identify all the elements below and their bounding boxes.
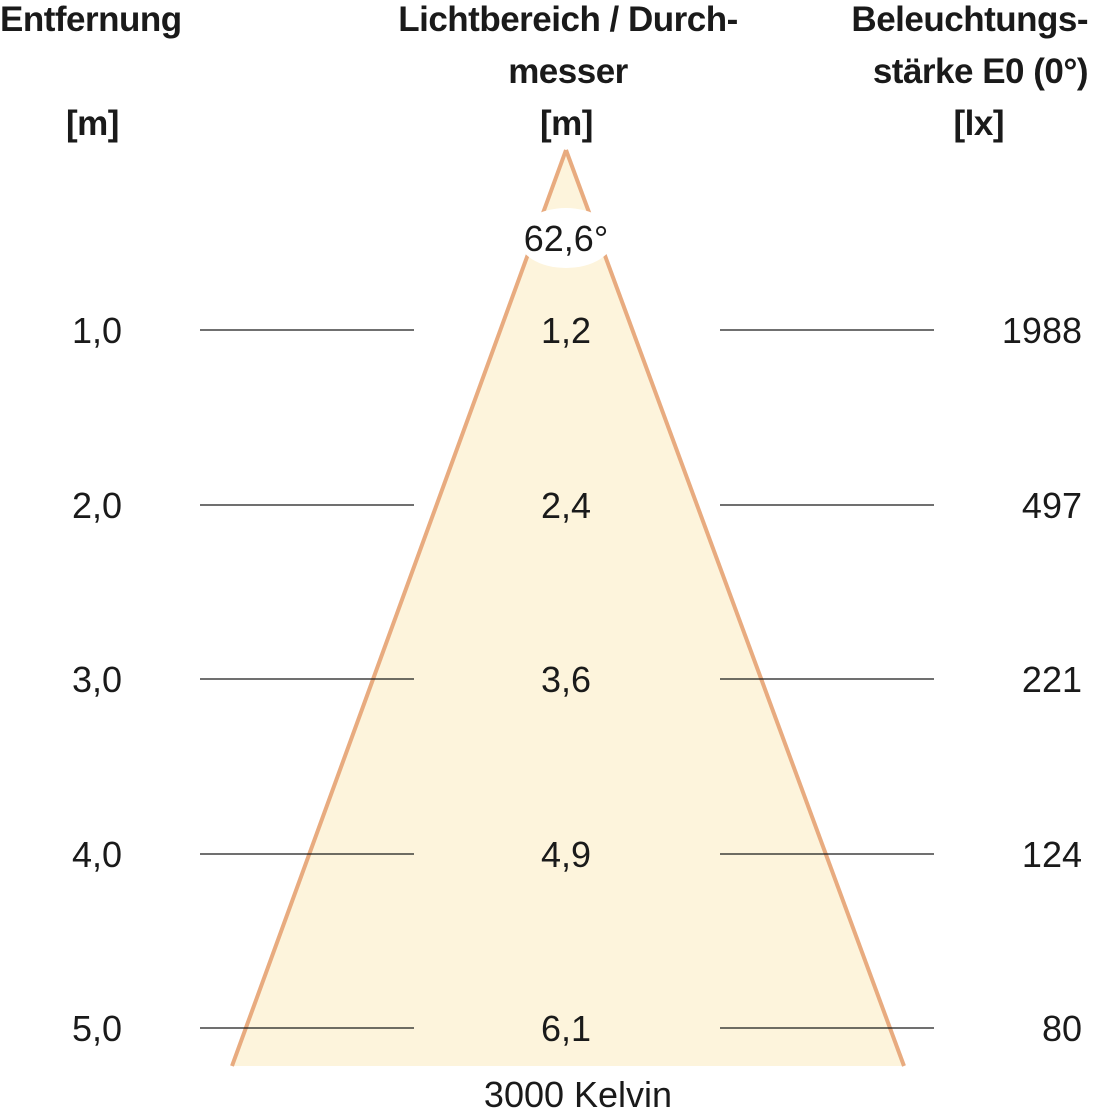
distance-header: Entfernung [0,0,182,46]
illuminance-header-line-1: Beleuchtungs- [851,0,1088,39]
light-cone-fill [232,150,904,1066]
illuminance-value: 497 [1022,485,1082,526]
distance-header-line: Entfernung [0,0,182,39]
distance-value: 2,0 [72,485,122,526]
light-cone-right-edge [564,149,906,1067]
light-cone-left-edge [230,149,568,1067]
diameter-unit: [m] [540,104,593,143]
distance-value: 3,0 [72,659,122,700]
illuminance-value: 221 [1022,659,1082,700]
illuminance-header: Beleuchtungs- stärke E0 (0°) [851,0,1088,98]
diameter-value: 3,6 [541,659,591,700]
distance-unit: [m] [66,104,119,143]
illuminance-header-line-2: stärke E0 (0°) [872,52,1089,91]
color-temperature-label: 3000 Kelvin [484,1074,672,1112]
diameter-value: 2,4 [541,485,591,526]
rows-group: 1,0 1,2 1988 2,0 2,4 497 3,0 3,6 221 4,0 4,9 124 5,0… [72,310,1082,1049]
distance-value: 5,0 [72,1008,122,1049]
diameter-header-line-1: Lichtbereich / Durch- [398,0,738,39]
diameter-header: Lichtbereich / Durch- messer [398,0,738,98]
diameter-value: 1,2 [541,310,591,351]
distance-value: 4,0 [72,834,122,875]
illuminance-unit: [lx] [953,104,1005,143]
illuminance-value: 124 [1022,834,1082,875]
distance-value: 1,0 [72,310,122,351]
diameter-header-line-2: messer [508,52,628,91]
illuminance-value: 1988 [1002,310,1082,351]
beam-angle-label-background [518,208,614,268]
diameter-value: 6,1 [541,1008,591,1049]
diameter-value: 4,9 [541,834,591,875]
beam-angle-label: 62,6° [524,218,608,259]
illuminance-value: 80 [1042,1008,1082,1049]
